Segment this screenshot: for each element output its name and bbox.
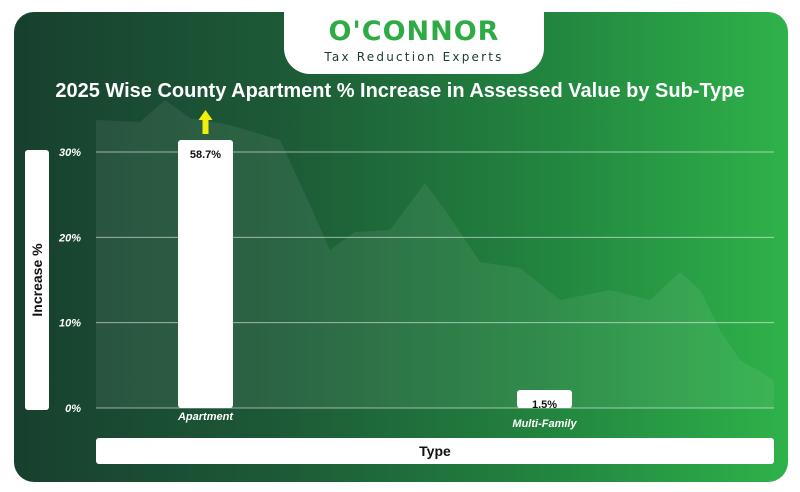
bar — [178, 140, 233, 408]
overflow-arrow-icon — [198, 110, 213, 134]
data-label: 1.5% — [532, 399, 557, 411]
x-tick-label: Multi-Family — [512, 418, 577, 430]
y-tick-label: 10% — [59, 318, 81, 330]
chart-title: 2025 Wise County Apartment % Increase in… — [55, 80, 745, 102]
x-axis-label-box — [96, 438, 774, 464]
y-axis-label: Increase % — [29, 243, 45, 317]
logo-tagline: Tax Reduction Experts — [324, 50, 504, 64]
logo: O'CONNOR Tax Reduction Experts — [284, 12, 544, 74]
y-tick-label: 0% — [65, 403, 81, 415]
y-tick-label: 20% — [58, 232, 81, 244]
y-tick-label: 30% — [59, 147, 81, 159]
decorative-mountain-silhouette — [96, 100, 774, 408]
logo-wordmark: O'CONNOR — [328, 16, 500, 47]
x-axis-label: Type — [419, 443, 451, 459]
x-tick-label: Apartment — [177, 411, 234, 423]
bar — [517, 390, 572, 408]
chart-panel: O'CONNOR Tax Reduction Experts — [14, 12, 788, 482]
y-axis-label-box — [25, 150, 49, 410]
data-label: 58.7% — [190, 149, 221, 161]
